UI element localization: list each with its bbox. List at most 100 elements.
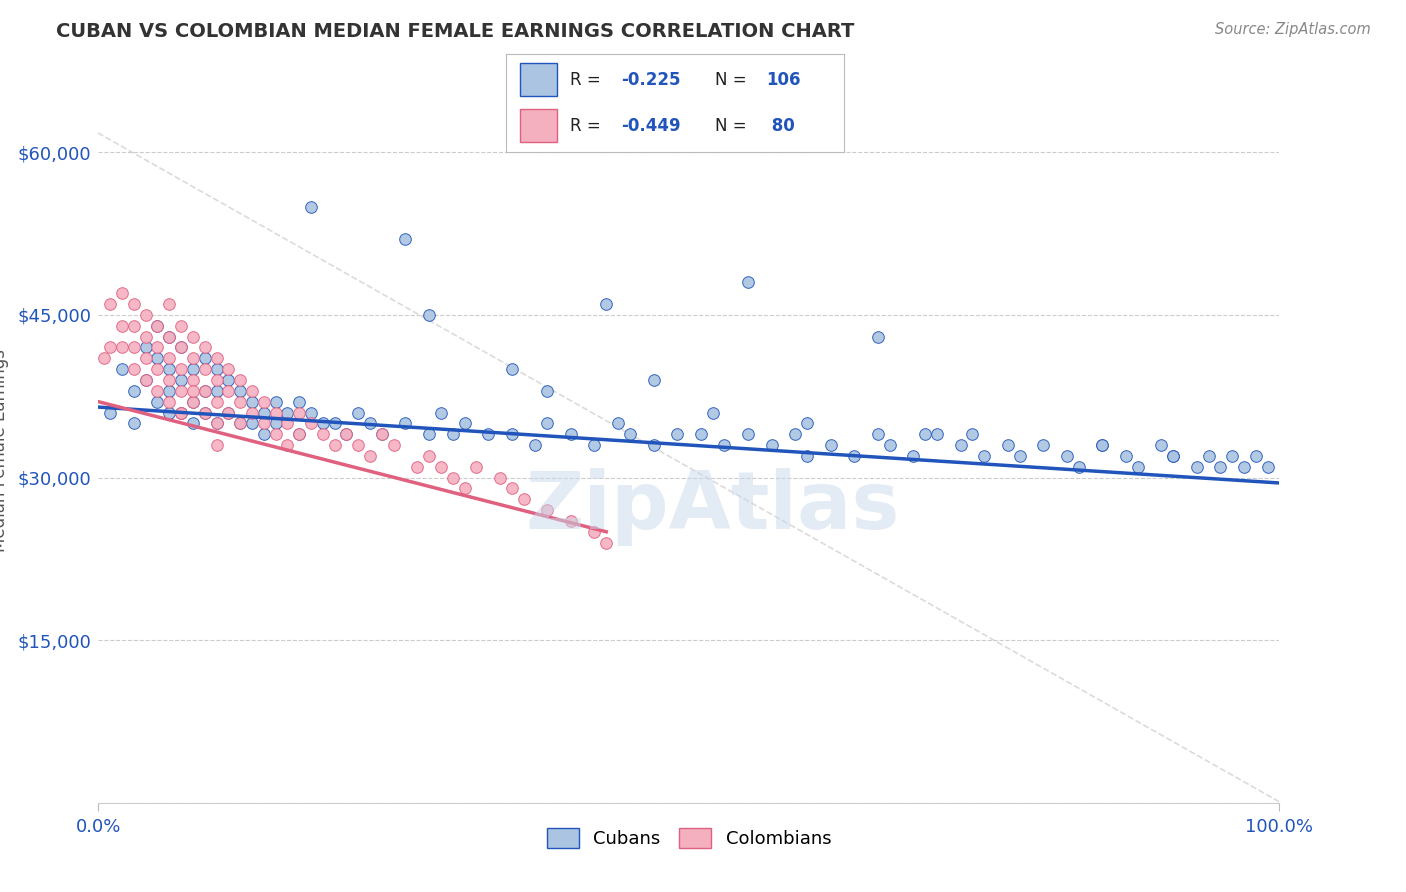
Text: 106: 106 bbox=[766, 70, 800, 88]
Point bbox=[194, 341, 217, 355]
Point bbox=[122, 384, 145, 398]
Point bbox=[205, 373, 228, 387]
Point bbox=[465, 459, 488, 474]
Point bbox=[1126, 459, 1149, 474]
Point bbox=[253, 405, 276, 419]
Point bbox=[1008, 449, 1031, 463]
Point bbox=[146, 384, 169, 398]
Point bbox=[98, 341, 121, 355]
Point bbox=[111, 362, 134, 376]
Point bbox=[1257, 459, 1279, 474]
Point bbox=[240, 405, 263, 419]
Point bbox=[288, 394, 311, 409]
Point bbox=[205, 384, 228, 398]
Point bbox=[347, 405, 370, 419]
Point bbox=[997, 438, 1019, 452]
Point bbox=[1161, 449, 1184, 463]
Text: Source: ZipAtlas.com: Source: ZipAtlas.com bbox=[1215, 22, 1371, 37]
Point bbox=[122, 362, 145, 376]
Point bbox=[430, 459, 453, 474]
Point bbox=[217, 362, 239, 376]
Point bbox=[1244, 449, 1267, 463]
Point bbox=[135, 373, 157, 387]
Point bbox=[973, 449, 995, 463]
Point bbox=[288, 405, 311, 419]
Point bbox=[157, 362, 180, 376]
Point bbox=[1220, 449, 1243, 463]
Point bbox=[441, 470, 464, 484]
Point bbox=[737, 276, 759, 290]
Point bbox=[785, 427, 807, 442]
Point bbox=[299, 417, 322, 431]
Point bbox=[1150, 438, 1173, 452]
Point bbox=[866, 427, 889, 442]
FancyBboxPatch shape bbox=[520, 110, 557, 142]
Point bbox=[157, 329, 180, 343]
Point bbox=[111, 341, 134, 355]
Point bbox=[619, 427, 641, 442]
Y-axis label: Median Female Earnings: Median Female Earnings bbox=[0, 349, 10, 552]
Point bbox=[737, 427, 759, 442]
Point bbox=[217, 373, 239, 387]
Point bbox=[1233, 459, 1256, 474]
Text: N =: N = bbox=[716, 117, 752, 135]
Point bbox=[229, 384, 252, 398]
Point bbox=[595, 535, 617, 549]
Point bbox=[217, 405, 239, 419]
Point bbox=[170, 405, 193, 419]
Point bbox=[406, 459, 429, 474]
Point bbox=[229, 373, 252, 387]
Point bbox=[135, 373, 157, 387]
Point bbox=[1185, 459, 1208, 474]
Point bbox=[264, 405, 287, 419]
Point bbox=[170, 373, 193, 387]
Point bbox=[194, 362, 217, 376]
Point bbox=[312, 417, 335, 431]
Point bbox=[501, 362, 523, 376]
Point bbox=[146, 318, 169, 333]
Point bbox=[1056, 449, 1078, 463]
Point bbox=[1161, 449, 1184, 463]
Point bbox=[181, 394, 204, 409]
Point bbox=[217, 384, 239, 398]
Point bbox=[501, 427, 523, 442]
Text: -0.225: -0.225 bbox=[621, 70, 681, 88]
Point bbox=[1198, 449, 1220, 463]
Point bbox=[229, 417, 252, 431]
Point bbox=[359, 449, 381, 463]
Point bbox=[477, 427, 499, 442]
Point bbox=[512, 492, 534, 507]
Point bbox=[441, 427, 464, 442]
Point bbox=[796, 449, 818, 463]
Point bbox=[98, 297, 121, 311]
Point bbox=[335, 427, 357, 442]
Point bbox=[135, 329, 157, 343]
Point bbox=[820, 438, 842, 452]
Point bbox=[524, 438, 547, 452]
Point bbox=[1032, 438, 1054, 452]
Point bbox=[253, 417, 276, 431]
Point bbox=[194, 405, 217, 419]
Point bbox=[371, 427, 394, 442]
Point bbox=[135, 341, 157, 355]
Point bbox=[240, 384, 263, 398]
Text: R =: R = bbox=[571, 70, 606, 88]
Point bbox=[194, 384, 217, 398]
Point bbox=[264, 417, 287, 431]
Point bbox=[903, 449, 925, 463]
Point bbox=[844, 449, 866, 463]
Point bbox=[181, 394, 204, 409]
Point bbox=[170, 341, 193, 355]
Text: R =: R = bbox=[571, 117, 606, 135]
Point bbox=[359, 417, 381, 431]
Point bbox=[181, 417, 204, 431]
Point bbox=[276, 417, 298, 431]
Point bbox=[111, 286, 134, 301]
Point bbox=[323, 438, 346, 452]
FancyBboxPatch shape bbox=[520, 63, 557, 95]
Point bbox=[925, 427, 948, 442]
Point bbox=[170, 405, 193, 419]
Point bbox=[962, 427, 984, 442]
Point bbox=[170, 341, 193, 355]
Legend: Cubans, Colombians: Cubans, Colombians bbox=[537, 819, 841, 857]
